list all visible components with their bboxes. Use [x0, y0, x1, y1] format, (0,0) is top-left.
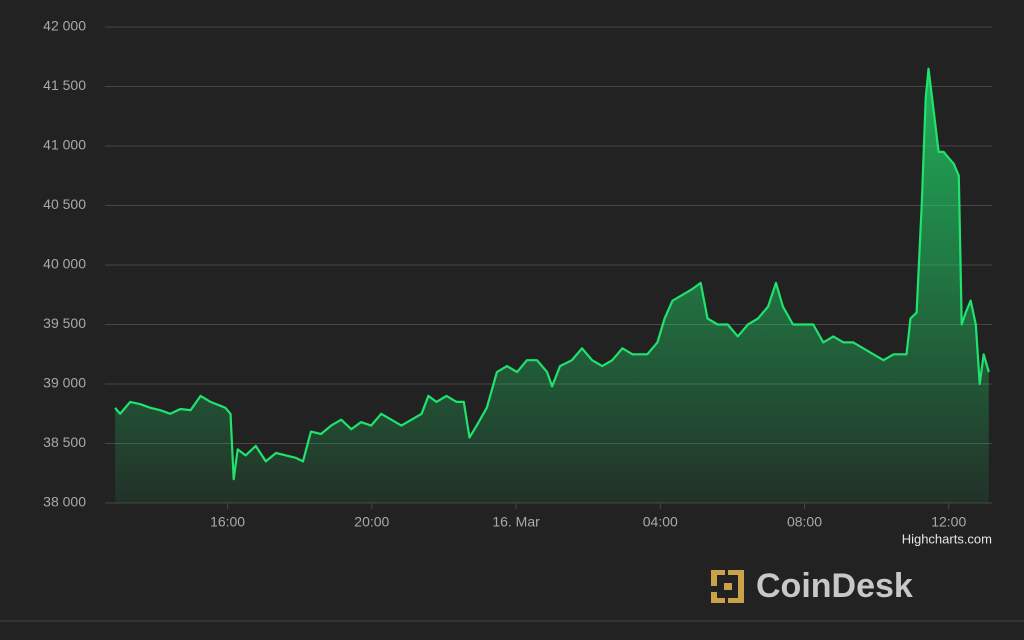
y-tick-label: 38 000 [43, 494, 86, 510]
area [115, 68, 989, 503]
x-tick-label: 08:00 [787, 514, 822, 530]
credit[interactable]: Highcharts.com [902, 531, 992, 546]
y-tick-label: 40 000 [43, 256, 86, 272]
y-tick-label: 39 500 [43, 315, 86, 331]
y-tick-label: 41 000 [43, 137, 86, 153]
x-tick-label: 20:00 [354, 514, 389, 530]
brand-name: CoinDesk [756, 567, 913, 605]
x-tick-label: 16. Mar [492, 514, 540, 530]
y-tick-label: 40 500 [43, 196, 86, 212]
y-tick-label: 41 500 [43, 77, 86, 93]
brand-logo: CoinDesk [711, 567, 913, 605]
x-tick-label: 12:00 [931, 514, 966, 530]
x-tick-label: 04:00 [643, 514, 678, 530]
line [114, 67, 990, 481]
x-tick-label: 16:00 [210, 514, 245, 530]
y-tick-label: 39 000 [43, 375, 86, 391]
y-tick-label: 42 000 [43, 18, 86, 34]
y-tick-label: 38 500 [43, 434, 86, 450]
